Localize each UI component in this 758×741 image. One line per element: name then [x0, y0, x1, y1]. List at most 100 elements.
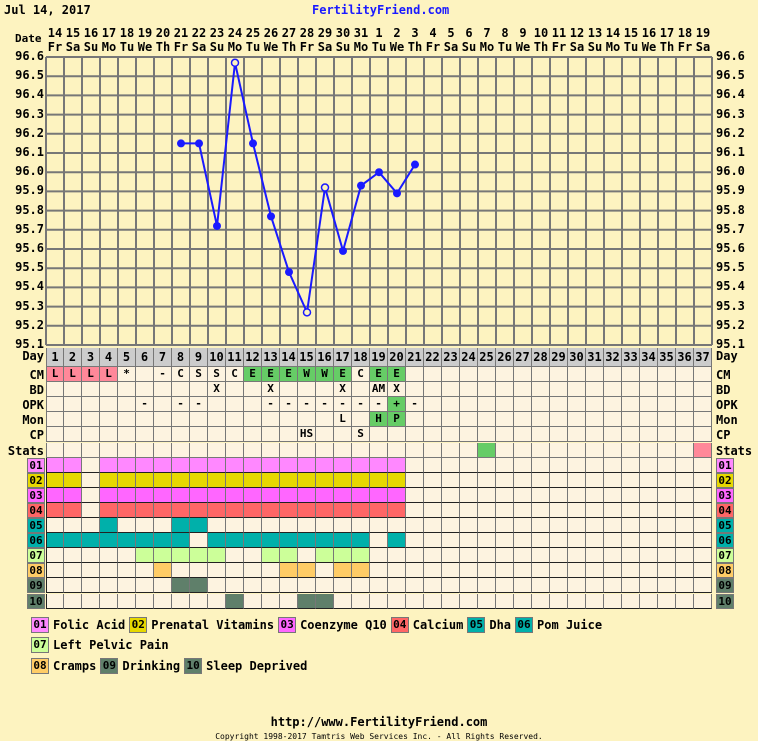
custom-tag-10: 10 [716, 593, 734, 609]
day-cell: 36 [676, 348, 694, 367]
custom-cell-06-day-3 [82, 533, 100, 549]
custom-cell-01-day-7 [154, 457, 172, 473]
custom-cell-09-day-14 [280, 578, 298, 594]
bd-cell-day-14 [280, 382, 298, 398]
bd-cell-day-25 [478, 382, 496, 398]
custom-cell-07-day-16 [316, 548, 334, 564]
cp-cell-day-3 [82, 427, 100, 443]
stats-cell-day-4 [100, 442, 118, 458]
day-cell: 5 [118, 348, 136, 367]
stats-cell-day-9 [190, 442, 208, 458]
opk-cell-day-13: - [262, 397, 280, 413]
date-label: 8 [501, 26, 509, 40]
custom-cell-10-day-18 [352, 593, 370, 609]
custom-cell-06-day-16 [316, 533, 334, 549]
day-cell: 26 [496, 348, 514, 367]
site-link[interactable]: FertilityFriend.com [312, 3, 450, 17]
custom-cell-07-day-21 [406, 548, 424, 564]
custom-cell-08-day-21 [406, 563, 424, 579]
custom-cell-01-day-29 [550, 457, 568, 473]
custom-cell-03-day-36 [676, 487, 694, 503]
stats-cell-day-33 [622, 442, 640, 458]
weekday-label: Mo [479, 40, 495, 54]
custom-cell-02-day-12 [244, 472, 262, 488]
date-label: 20 [155, 26, 171, 40]
y-tick-left: 96.0 [15, 164, 44, 179]
custom-cell-02-day-9 [190, 472, 208, 488]
bd-cell-day-17: X [334, 382, 352, 398]
custom-cell-04-day-37 [694, 502, 712, 518]
cm-cell-day-20: E [388, 367, 406, 383]
date-label: 14 [605, 26, 621, 40]
date-label: 1 [375, 26, 383, 40]
bd-cell-day-15 [298, 382, 316, 398]
opk-cell-day-4 [100, 397, 118, 413]
y-tick-right: 95.1 [716, 337, 745, 351]
custom-tag-01: 01 [716, 457, 734, 473]
cm-cell-day-16: W [316, 367, 334, 383]
weekday-label: Th [659, 40, 675, 54]
custom-cell-09-day-28 [532, 578, 550, 594]
custom-cell-01-day-10 [208, 457, 226, 473]
cm-cell-day-32 [604, 367, 622, 383]
custom-cell-01-day-37 [694, 457, 712, 473]
y-tick-right: 95.9 [716, 183, 745, 198]
cp-cell-day-22 [424, 427, 442, 443]
date-label: 24 [227, 26, 243, 40]
row-label-mon: Mon [22, 413, 44, 428]
weekday-label: Su [209, 40, 225, 54]
custom-cell-03-day-11 [226, 487, 244, 503]
day-cell: 15 [298, 348, 316, 367]
opk-cell-day-10 [208, 397, 226, 413]
custom-cell-05-day-25 [478, 518, 496, 534]
custom-cell-06-day-34 [640, 533, 658, 549]
custom-cell-08-day-18 [352, 563, 370, 579]
stats-cell-day-22 [424, 442, 442, 458]
legend-swatch-04: 04 [390, 617, 409, 633]
mon-cell-day-9 [190, 412, 208, 428]
legend-label: Calcium [412, 617, 464, 632]
custom-cell-09-day-10 [208, 578, 226, 594]
legend-label: Drinking [122, 658, 181, 673]
cm-cell-day-35 [658, 367, 676, 383]
custom-cell-06-day-21 [406, 533, 424, 549]
row-label-day: Day [22, 349, 44, 363]
custom-cell-06-day-23 [442, 533, 460, 549]
day-cell: 12 [244, 348, 262, 367]
opk-cell-day-23 [442, 397, 460, 413]
cm-cell-day-2: L [64, 367, 82, 383]
y-tick-left: 95.3 [15, 298, 44, 313]
custom-cell-06-day-9 [190, 533, 208, 549]
stats-cell-day-20 [388, 442, 406, 458]
footer-url[interactable]: http://www.FertilityFriend.com [270, 715, 488, 729]
opk-cell-day-2 [64, 397, 82, 413]
custom-cell-09-day-15 [298, 578, 316, 594]
cm-cell-day-27 [514, 367, 532, 383]
legend-line: 07 Left Pelvic Pain [31, 637, 173, 653]
mon-cell-day-29 [550, 412, 568, 428]
weekday-label: Sa [317, 40, 333, 54]
mon-cell-day-8 [172, 412, 190, 428]
custom-cell-02-day-34 [640, 472, 658, 488]
custom-cell-04-day-7 [154, 502, 172, 518]
weekday-label: Mo [353, 40, 369, 54]
custom-cell-01-day-17 [334, 457, 352, 473]
stats-cell-day-34 [640, 442, 658, 458]
custom-cell-10-day-21 [406, 593, 424, 609]
custom-tag-09: 09 [27, 578, 45, 594]
custom-cell-09-day-22 [424, 578, 442, 594]
mon-cell-day-23 [442, 412, 460, 428]
day-cell: 10 [208, 348, 226, 367]
custom-cell-01-day-5 [118, 457, 136, 473]
cm-cell-day-31 [586, 367, 604, 383]
date-label: 11 [551, 26, 567, 40]
temp-point-open [320, 183, 330, 192]
custom-cell-03-day-14 [280, 487, 298, 503]
custom-cell-09-day-21 [406, 578, 424, 594]
custom-cell-01-day-2 [64, 457, 82, 473]
cp-cell-day-29 [550, 427, 568, 443]
date-label: 22 [191, 26, 207, 40]
mon-cell-day-28 [532, 412, 550, 428]
custom-cell-07-day-28 [532, 548, 550, 564]
mon-cell-day-1 [46, 412, 64, 428]
